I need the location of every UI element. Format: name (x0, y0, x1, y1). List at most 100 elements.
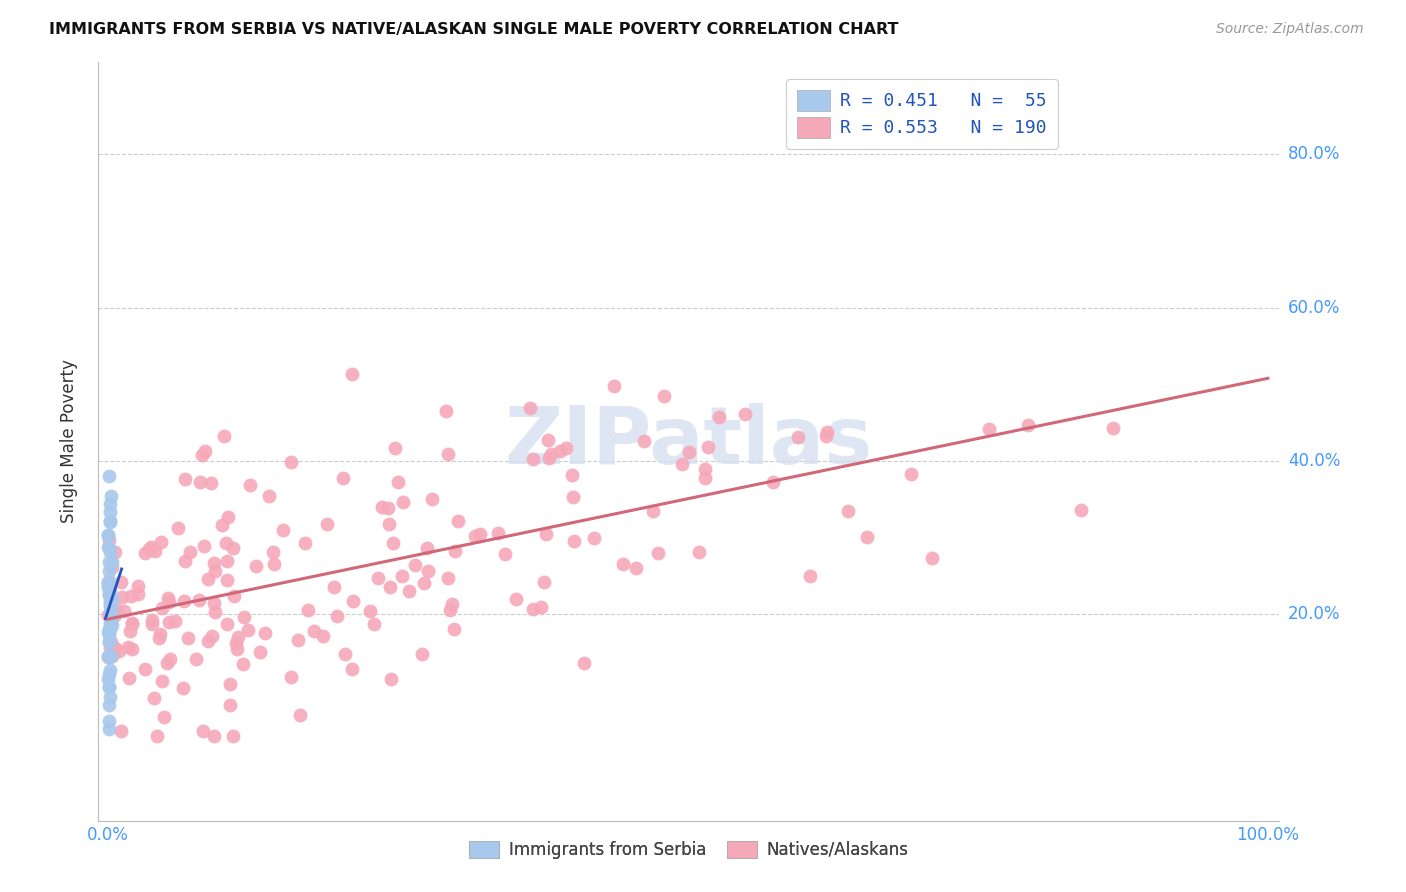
Point (179, 545, 201, 559)
Point (111, 590, 134, 604)
Point (104, 607, 127, 622)
Point (647, 546, 669, 560)
Point (332, 471, 354, 485)
Point (856, 529, 879, 543)
Point (371, 500, 394, 514)
Point (97, 533, 120, 547)
Point (413, 576, 436, 591)
Point (1017, 417, 1039, 432)
Point (530, 599, 553, 614)
Point (100, 648, 122, 663)
Point (141, 617, 163, 632)
Point (120, 589, 142, 603)
Point (117, 640, 139, 655)
Point (155, 656, 177, 670)
Point (97, 625, 120, 640)
Point (97, 577, 120, 591)
Point (97, 581, 120, 595)
Point (211, 518, 233, 533)
Point (359, 604, 381, 618)
Point (98, 505, 121, 519)
Point (97, 541, 120, 555)
Point (127, 579, 149, 593)
Point (1102, 421, 1125, 435)
Point (562, 490, 585, 504)
Point (572, 657, 595, 671)
Point (190, 448, 212, 462)
Point (548, 443, 571, 458)
Point (404, 558, 426, 573)
Point (98, 690, 121, 705)
Point (522, 601, 544, 615)
Point (98, 594, 121, 608)
Point (157, 591, 180, 606)
Point (287, 632, 309, 647)
Point (225, 636, 247, 650)
Point (97, 698, 120, 713)
Point (98, 555, 121, 569)
Point (98, 515, 121, 529)
Point (188, 593, 211, 607)
Point (583, 531, 606, 545)
Point (110, 724, 132, 739)
Point (97, 634, 120, 648)
Point (98, 582, 121, 597)
Point (212, 429, 235, 443)
Point (696, 440, 718, 454)
Point (112, 604, 135, 618)
Point (173, 594, 195, 608)
Text: 20.0%: 20.0% (1288, 605, 1340, 623)
Point (377, 501, 399, 516)
Point (204, 605, 226, 619)
Point (97, 648, 120, 663)
Point (367, 571, 389, 585)
Point (218, 698, 240, 713)
Point (245, 558, 267, 573)
Point (100, 599, 122, 613)
Point (100, 649, 122, 664)
Point (263, 558, 285, 572)
Point (254, 626, 277, 640)
Point (603, 379, 626, 393)
Point (141, 541, 163, 555)
Point (624, 561, 647, 575)
Point (97, 650, 120, 665)
Point (232, 657, 254, 671)
Point (150, 535, 173, 549)
Point (533, 574, 555, 589)
Point (416, 565, 439, 579)
Point (814, 428, 837, 442)
Point (193, 539, 215, 553)
Point (440, 597, 463, 611)
Point (249, 645, 271, 659)
Point (98, 574, 121, 588)
Point (188, 475, 211, 489)
Point (100, 635, 122, 649)
Point (97, 649, 120, 664)
Point (138, 542, 160, 557)
Point (174, 473, 197, 487)
Point (121, 617, 143, 632)
Point (257, 489, 280, 503)
Point (110, 574, 132, 589)
Point (263, 545, 285, 559)
Point (174, 554, 197, 568)
Point (288, 708, 311, 723)
Point (98, 587, 121, 601)
Point (311, 629, 333, 643)
Point (215, 616, 238, 631)
Point (100, 589, 122, 603)
Point (163, 615, 186, 629)
Point (101, 555, 124, 569)
Point (107, 644, 129, 658)
Point (98, 577, 121, 591)
Point (505, 592, 527, 607)
Point (118, 624, 141, 638)
Point (815, 425, 838, 440)
Point (537, 451, 560, 466)
Point (280, 670, 302, 684)
Point (316, 517, 339, 532)
Point (100, 611, 122, 625)
Point (340, 662, 363, 676)
Point (98, 680, 121, 694)
